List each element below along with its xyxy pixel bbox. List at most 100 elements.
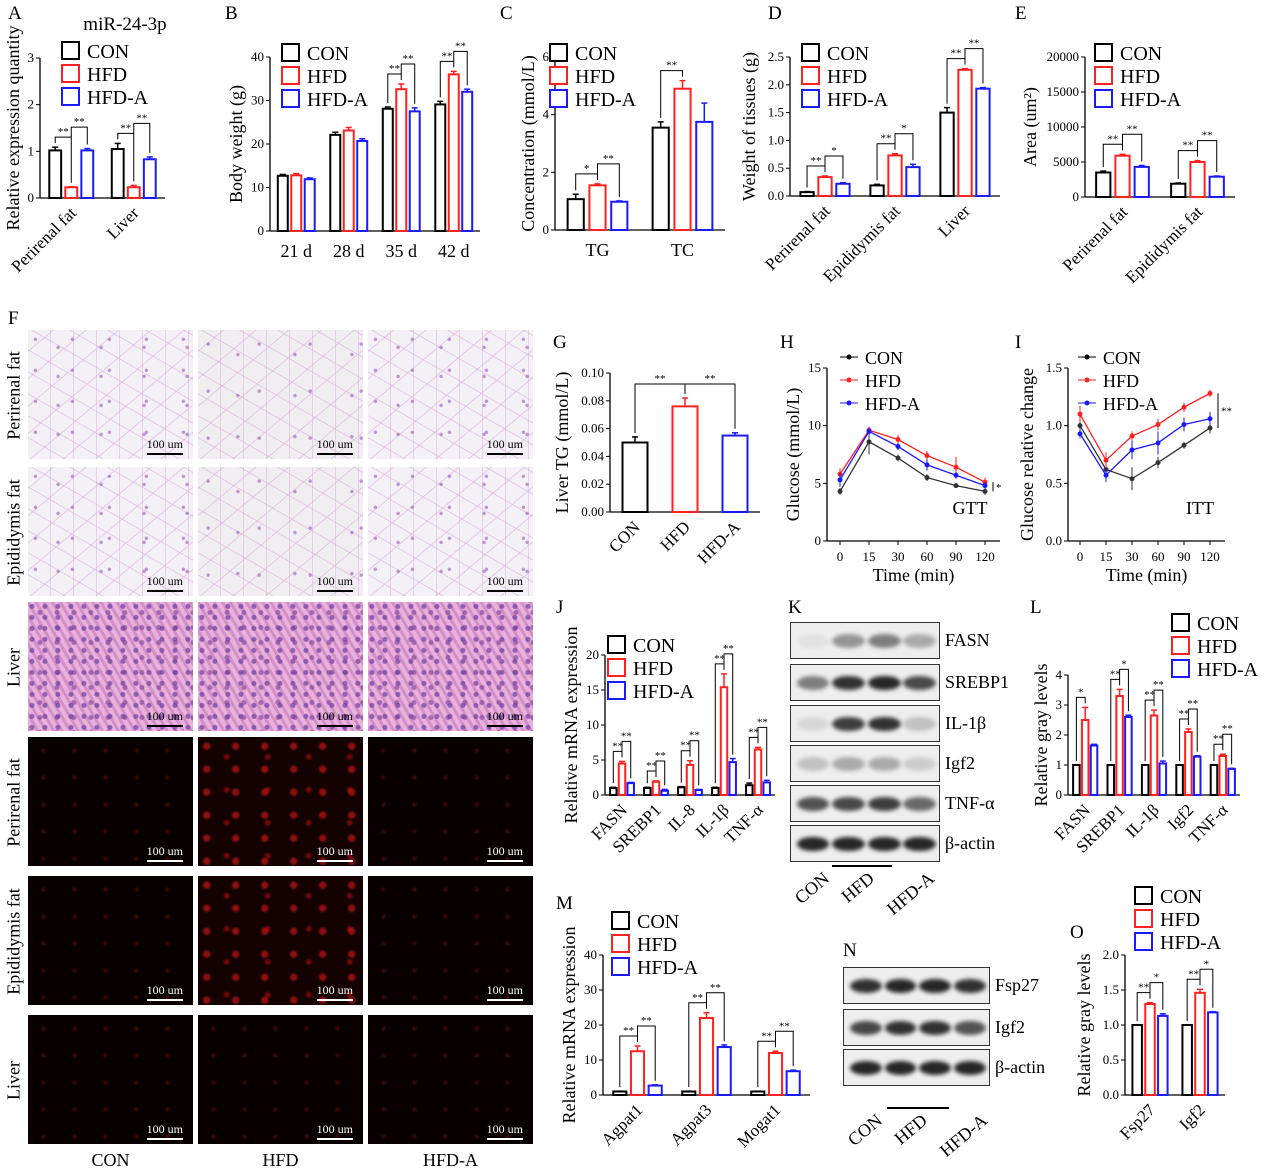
legend-swatch (801, 43, 820, 62)
significance-bracket (1110, 678, 1121, 761)
bar (80, 149, 95, 199)
bar (711, 787, 720, 796)
y-tick-label: 10 (586, 717, 599, 732)
significance-bracket (619, 1035, 638, 1088)
bar (609, 787, 618, 796)
blot-band (919, 1020, 952, 1035)
significance-bracket (706, 992, 725, 1041)
significance-mark: ** (968, 38, 979, 50)
blot-band-label: Fsp27 (995, 974, 1040, 995)
bar (767, 1052, 784, 1096)
blot-band-label: Igf2 (945, 752, 975, 773)
y-tick-label: 0 (258, 223, 265, 238)
bar (681, 1090, 697, 1096)
scale-bar-label: 100 um (486, 709, 523, 723)
x-tick-label: 120 (1200, 549, 1220, 564)
blot-band (832, 796, 865, 811)
y-axis-title: Concentration (mmol/L) (518, 55, 539, 231)
scale-bar-label: 100 um (316, 574, 353, 588)
legend-label: CON (865, 348, 903, 368)
x-tick-label: 90 (950, 549, 963, 564)
data-point (1181, 442, 1187, 448)
blot-band (954, 978, 987, 993)
legend-label: HFD-A (87, 87, 149, 109)
significance-mark: ** (136, 112, 147, 124)
bar (1080, 719, 1090, 796)
significance-mark: * (584, 163, 590, 175)
significance-mark: * (996, 482, 1002, 494)
significance-bracket (660, 70, 683, 118)
blot-strip (790, 622, 940, 659)
y-axis-title: Weight of tissues (g) (739, 52, 760, 201)
significance-bracket (775, 1030, 794, 1067)
significance-mark: * (831, 145, 837, 157)
bar (461, 90, 474, 232)
blot-band (903, 836, 937, 851)
test-label: ITT (1186, 498, 1214, 518)
blot-band (832, 836, 865, 851)
scale-bar: 100 um (486, 844, 523, 862)
bar (1208, 175, 1225, 198)
significance-mark: ** (74, 116, 85, 128)
legend-swatch (1094, 66, 1113, 85)
micrograph-image: 100 um (368, 737, 533, 866)
significance-mark: ** (1127, 123, 1138, 135)
legend-marker (846, 354, 852, 360)
legend-marker (846, 377, 852, 383)
blot-band (954, 1060, 987, 1075)
x-tick-label: 120 (975, 549, 995, 564)
blot-band (849, 1060, 882, 1075)
significance-mark: ** (623, 1025, 634, 1037)
legend-label: CON (87, 41, 129, 63)
bar (1218, 755, 1228, 796)
data-point (1207, 416, 1213, 422)
x-axis-title: Time (min) (873, 565, 955, 586)
legend-label: CON (633, 635, 675, 657)
bar (1158, 762, 1168, 796)
y-tick-label: 4 (543, 107, 550, 122)
significance-bracket (1153, 689, 1164, 758)
legend-swatch (801, 89, 820, 108)
blot-band (903, 633, 937, 648)
legend-swatch (61, 64, 80, 83)
bar (957, 68, 973, 197)
data-point (1103, 457, 1109, 463)
blot-band (832, 716, 865, 731)
y-tick-label: 0.00 (581, 504, 604, 519)
blot-strip (790, 664, 940, 701)
y-tick-label: 10 (584, 1052, 597, 1067)
legend-swatch (1171, 659, 1190, 678)
micrograph-image: 100 um (198, 1015, 363, 1144)
y-tick-label: 0.5 (1103, 1052, 1119, 1067)
panel-letter: G (553, 332, 567, 353)
significance-mark: ** (641, 1015, 652, 1027)
y-tick-label: 6 (543, 49, 550, 64)
bar (1124, 716, 1133, 796)
y-tick-label: 1.5 (1046, 360, 1062, 375)
bar (698, 1017, 715, 1096)
significance-mark: ** (612, 740, 623, 752)
micrograph-image: 100 um (28, 330, 193, 459)
significance-mark: ** (1138, 982, 1149, 994)
blot-band (919, 978, 952, 993)
significance-bracket (54, 136, 72, 183)
data-point (895, 437, 901, 443)
significance-bracket (400, 63, 416, 104)
chart-D: 0.0 0.5 1.0 1.5 2.0 2.5 Weight of tissues (g)P… (739, 38, 1000, 286)
blot-band (796, 633, 830, 648)
significance-mark: * (1154, 972, 1160, 984)
legend-swatch (61, 41, 80, 60)
scale-bar-label: 100 um (486, 437, 523, 451)
x-axis-title: Time (min) (1106, 565, 1188, 586)
significance-mark: ** (951, 48, 962, 60)
data-point (1129, 447, 1135, 453)
blot-band-label: Igf2 (995, 1016, 1025, 1037)
bar (1072, 764, 1081, 796)
significance-bracket (646, 770, 657, 784)
chart-title: miR-24-3p (83, 14, 166, 35)
y-tick-label: 10 (251, 180, 264, 195)
y-tick-label: 1.0 (1046, 418, 1062, 433)
blot-band (884, 978, 917, 993)
x-tick-label: 30 (1126, 549, 1139, 564)
